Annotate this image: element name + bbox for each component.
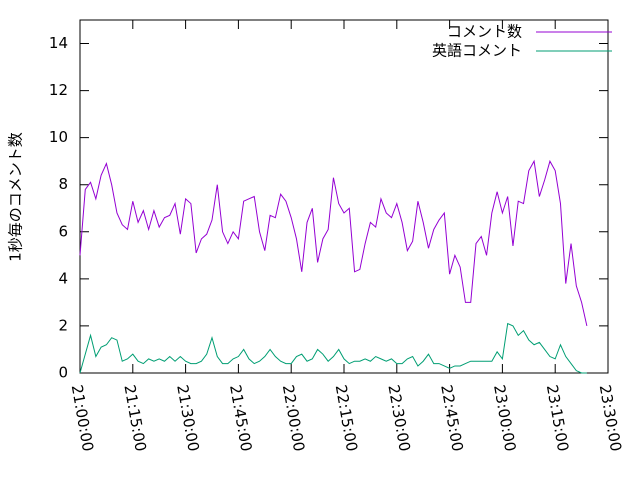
legend-label: コメント数	[447, 23, 522, 41]
plot-border	[79, 19, 609, 374]
legend-label: 英語コメント	[432, 42, 522, 60]
x-tick-label: 21:00:00	[68, 383, 97, 452]
y-axis-label: 1秒毎のコメント数	[7, 132, 25, 262]
y-tick-label: 6	[58, 222, 68, 240]
x-tick-label: 21:30:00	[173, 383, 202, 452]
x-tick-label: 21:15:00	[120, 383, 149, 452]
y-tick-label: 2	[58, 316, 68, 334]
x-tick-label: 22:00:00	[279, 383, 308, 452]
x-tick-label: 23:15:00	[543, 383, 572, 452]
y-tick-label: 8	[58, 175, 68, 193]
y-tick-label: 4	[58, 269, 68, 287]
x-tick-label: 21:45:00	[226, 383, 255, 452]
y-tick-label: 14	[49, 34, 68, 52]
series-line	[79, 159, 588, 327]
y-tick-label: 0	[58, 364, 68, 382]
x-tick-label: 22:15:00	[332, 383, 361, 452]
x-tick-label: 23:30:00	[596, 383, 625, 452]
x-tick-label: 22:45:00	[437, 383, 466, 452]
x-tick-label: 23:00:00	[490, 383, 519, 452]
x-tick-label: 22:30:00	[384, 383, 413, 452]
series-line	[79, 322, 587, 374]
y-tick-label: 12	[49, 81, 68, 99]
y-tick-label: 10	[49, 128, 68, 146]
